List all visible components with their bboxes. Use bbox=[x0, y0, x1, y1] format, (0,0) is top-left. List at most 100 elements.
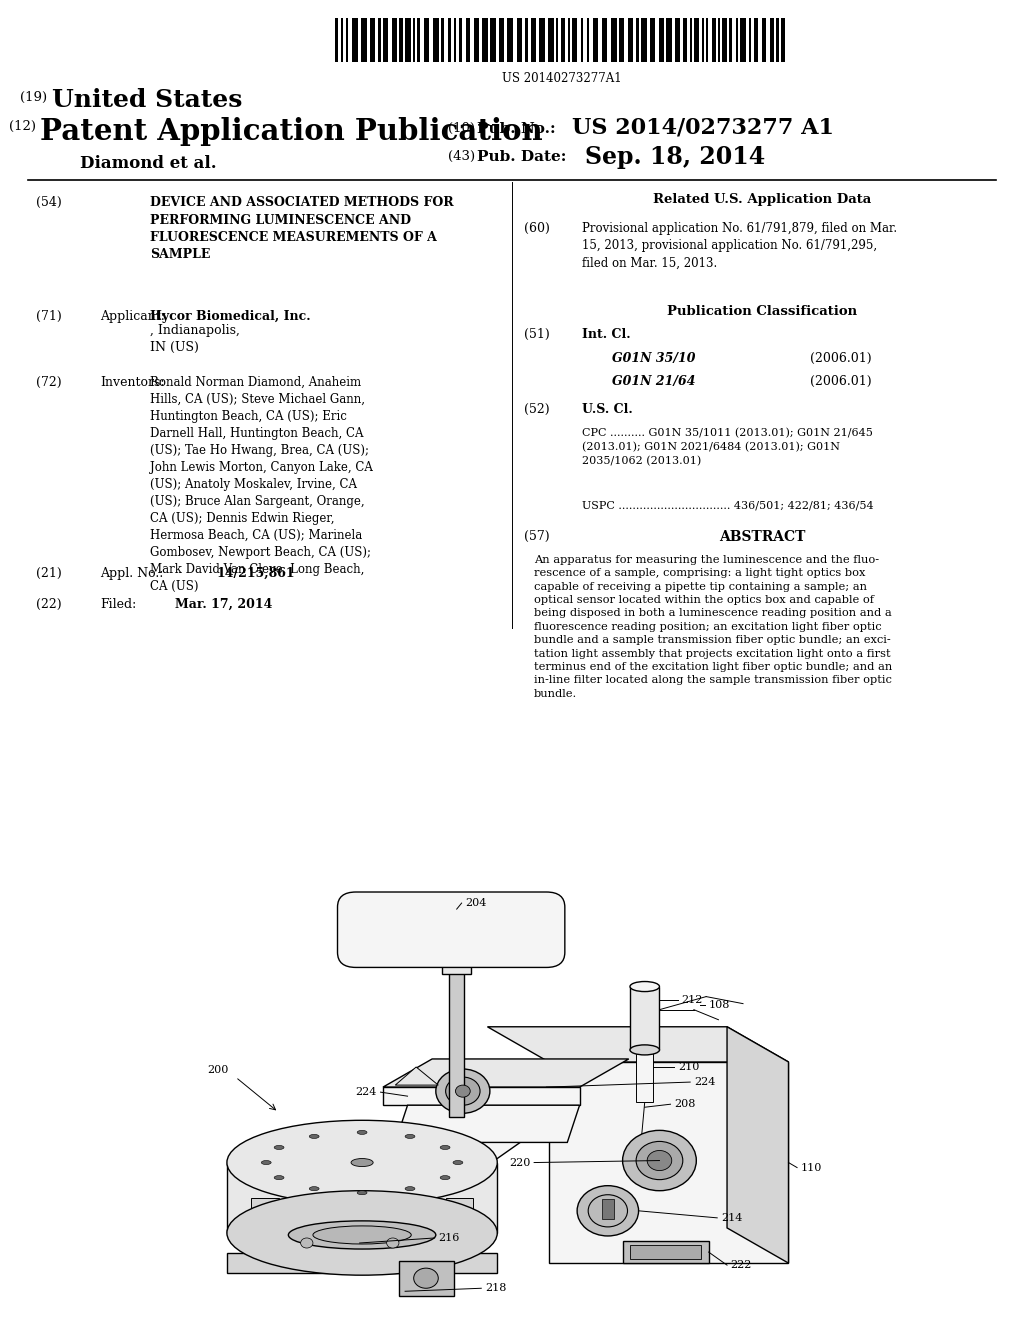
Text: , Indianapolis,
IN (US): , Indianapolis, IN (US) bbox=[150, 323, 240, 354]
Bar bbox=[611, 18, 617, 62]
Bar bbox=[729, 18, 732, 62]
Ellipse shape bbox=[309, 1187, 319, 1191]
Text: Ronald Norman Diamond, Anaheim
Hills, CA (US); Steve Michael Gann,
Huntington Be: Ronald Norman Diamond, Anaheim Hills, CA… bbox=[150, 376, 373, 593]
Text: 212: 212 bbox=[682, 994, 702, 1005]
Text: (60): (60) bbox=[524, 222, 550, 235]
Text: An apparatus for measuring the luminescence and the fluo-
rescence of a sample, : An apparatus for measuring the luminesce… bbox=[534, 554, 892, 698]
Bar bbox=[383, 18, 388, 62]
Ellipse shape bbox=[274, 1146, 284, 1150]
Bar bbox=[466, 18, 470, 62]
Text: Filed:: Filed: bbox=[100, 598, 136, 611]
Circle shape bbox=[445, 1077, 480, 1105]
Text: (19): (19) bbox=[19, 91, 47, 104]
Bar bbox=[556, 18, 558, 62]
Polygon shape bbox=[227, 1163, 498, 1233]
Text: (2006.01): (2006.01) bbox=[810, 352, 871, 366]
Bar bbox=[548, 18, 554, 62]
Text: (21): (21) bbox=[36, 568, 61, 579]
Text: (51): (51) bbox=[524, 327, 550, 341]
Text: Hycor Biomedical, Inc.: Hycor Biomedical, Inc. bbox=[150, 310, 310, 323]
Bar bbox=[335, 18, 338, 62]
Ellipse shape bbox=[406, 1187, 415, 1191]
Ellipse shape bbox=[440, 1176, 450, 1180]
Text: 220: 220 bbox=[509, 1158, 530, 1168]
Text: 224: 224 bbox=[694, 1077, 715, 1088]
Text: Sep. 18, 2014: Sep. 18, 2014 bbox=[585, 145, 765, 169]
Bar bbox=[378, 18, 381, 62]
Bar bbox=[683, 18, 687, 62]
Polygon shape bbox=[727, 1027, 788, 1263]
Bar bbox=[736, 18, 738, 62]
Text: Pub. No.:: Pub. No.: bbox=[477, 121, 556, 136]
Bar bbox=[507, 18, 513, 62]
Bar bbox=[593, 18, 598, 62]
Ellipse shape bbox=[630, 1045, 659, 1055]
Bar bbox=[641, 18, 647, 62]
Text: 224: 224 bbox=[355, 1088, 377, 1097]
Text: (54): (54) bbox=[36, 195, 61, 209]
Polygon shape bbox=[487, 1027, 788, 1063]
Circle shape bbox=[436, 1069, 489, 1113]
Ellipse shape bbox=[357, 1191, 367, 1195]
Polygon shape bbox=[549, 1063, 788, 1263]
Bar bbox=[712, 18, 716, 62]
Circle shape bbox=[636, 1142, 683, 1180]
Ellipse shape bbox=[313, 1226, 412, 1243]
Circle shape bbox=[301, 1238, 313, 1247]
Polygon shape bbox=[636, 1049, 653, 1102]
Text: Diamond et al.: Diamond et al. bbox=[80, 154, 217, 172]
Bar bbox=[666, 18, 672, 62]
Bar bbox=[525, 18, 528, 62]
Bar bbox=[424, 18, 429, 62]
Polygon shape bbox=[630, 986, 659, 1049]
Text: 210: 210 bbox=[678, 1063, 699, 1072]
Polygon shape bbox=[463, 1092, 549, 1183]
Ellipse shape bbox=[227, 1121, 498, 1205]
Text: United States: United States bbox=[52, 88, 243, 112]
Text: Int. Cl.: Int. Cl. bbox=[582, 327, 631, 341]
Bar bbox=[718, 18, 720, 62]
Text: DEVICE AND ASSOCIATED METHODS FOR
PERFORMING LUMINESCENCE AND
FLUORESCENCE MEASU: DEVICE AND ASSOCIATED METHODS FOR PERFOR… bbox=[150, 195, 454, 261]
Text: Pub. Date:: Pub. Date: bbox=[477, 150, 566, 164]
Text: CPC .......... G01N 35/1011 (2013.01); G01N 21/645: CPC .......... G01N 35/1011 (2013.01); G… bbox=[582, 428, 872, 438]
Text: Inventors:: Inventors: bbox=[100, 376, 165, 389]
Text: (72): (72) bbox=[36, 376, 61, 389]
Bar bbox=[392, 18, 397, 62]
Text: (2006.01): (2006.01) bbox=[810, 375, 871, 388]
Bar bbox=[517, 18, 522, 62]
Text: (2013.01); G01N 2021/6484 (2013.01); G01N: (2013.01); G01N 2021/6484 (2013.01); G01… bbox=[582, 442, 840, 453]
Ellipse shape bbox=[453, 1160, 463, 1164]
Polygon shape bbox=[602, 1199, 614, 1218]
Bar bbox=[561, 18, 565, 62]
Text: U.S. Cl.: U.S. Cl. bbox=[582, 403, 633, 416]
Text: Mar. 17, 2014: Mar. 17, 2014 bbox=[175, 598, 272, 611]
Text: Related U.S. Application Data: Related U.S. Application Data bbox=[653, 193, 871, 206]
Bar bbox=[449, 18, 451, 62]
Bar bbox=[694, 18, 699, 62]
Bar bbox=[587, 18, 589, 62]
Circle shape bbox=[578, 1185, 639, 1236]
Polygon shape bbox=[623, 1241, 709, 1263]
Text: USPC ................................ 436/501; 422/81; 436/54: USPC ................................ 43… bbox=[582, 500, 873, 510]
Bar bbox=[690, 18, 692, 62]
Polygon shape bbox=[442, 954, 471, 974]
Text: Patent Application Publication: Patent Application Publication bbox=[40, 117, 543, 147]
Bar bbox=[740, 18, 746, 62]
Bar bbox=[370, 18, 375, 62]
Polygon shape bbox=[252, 1197, 279, 1258]
Text: 222: 222 bbox=[731, 1261, 752, 1270]
Text: (10): (10) bbox=[449, 121, 475, 135]
Bar bbox=[454, 18, 456, 62]
Text: 110: 110 bbox=[801, 1163, 822, 1172]
Ellipse shape bbox=[227, 1191, 498, 1275]
Bar bbox=[413, 18, 415, 62]
Text: US 2014/0273277 A1: US 2014/0273277 A1 bbox=[572, 117, 834, 139]
Ellipse shape bbox=[357, 1130, 367, 1134]
Circle shape bbox=[647, 1151, 672, 1171]
Circle shape bbox=[414, 1269, 438, 1288]
Text: 216: 216 bbox=[438, 1233, 460, 1243]
Text: 208: 208 bbox=[674, 1100, 695, 1109]
Bar bbox=[568, 18, 570, 62]
Text: (43): (43) bbox=[449, 150, 475, 162]
Text: (52): (52) bbox=[524, 403, 550, 416]
